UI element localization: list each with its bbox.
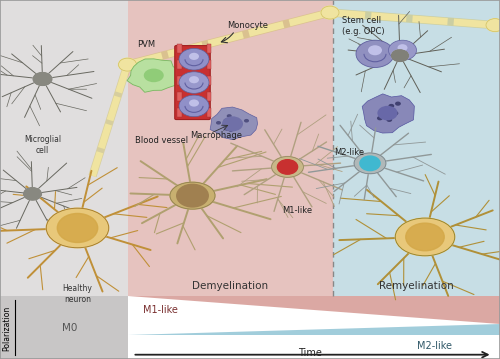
Circle shape [232,117,236,121]
Ellipse shape [144,69,164,82]
Circle shape [216,121,221,125]
Circle shape [118,58,136,71]
Circle shape [226,114,232,118]
Polygon shape [210,107,258,140]
Circle shape [189,76,199,83]
Ellipse shape [170,182,215,209]
Text: M2-like: M2-like [418,341,452,351]
Bar [0,296,128,359]
Circle shape [224,118,228,122]
Text: Monocyte: Monocyte [228,20,268,30]
Polygon shape [128,325,500,335]
Polygon shape [128,296,500,325]
Bar [207,92,212,101]
Text: M1-like: M1-like [282,206,312,215]
Text: Remyelination: Remyelination [379,281,454,291]
Bar [207,60,212,69]
Circle shape [223,123,228,127]
Circle shape [189,99,199,107]
Polygon shape [362,94,414,133]
Text: Blood vessel: Blood vessel [135,136,188,145]
Circle shape [179,95,209,117]
Text: Demyelination: Demyelination [192,281,268,291]
Circle shape [486,19,500,32]
Text: Time: Time [298,348,322,358]
Circle shape [24,188,41,200]
Bar [178,44,182,53]
Circle shape [360,156,380,171]
Circle shape [244,119,249,122]
Ellipse shape [395,218,455,256]
Circle shape [388,104,394,108]
Circle shape [392,111,398,115]
Bar [178,108,182,117]
Circle shape [177,185,208,207]
Text: Stem cell
(e.g. OPC): Stem cell (e.g. OPC) [342,16,385,36]
Text: PVM: PVM [138,40,156,50]
Circle shape [228,128,234,132]
Text: M0: M0 [62,323,78,334]
Circle shape [386,118,392,122]
Ellipse shape [24,188,42,200]
Circle shape [224,127,230,131]
Circle shape [179,48,209,70]
Text: Macrophage: Macrophage [190,131,242,140]
Bar [0,0,128,296]
Circle shape [377,116,383,120]
Text: Microglial
cell: Microglial cell [24,135,61,155]
Bar [178,92,182,101]
Text: Polarization: Polarization [2,306,11,351]
Ellipse shape [46,208,108,248]
Circle shape [395,102,401,106]
Circle shape [34,73,52,85]
Circle shape [392,50,408,61]
Circle shape [58,214,98,242]
Circle shape [189,53,199,60]
Ellipse shape [354,153,386,174]
Ellipse shape [33,73,52,85]
Ellipse shape [272,157,304,177]
Circle shape [179,72,209,93]
FancyBboxPatch shape [175,46,210,120]
Circle shape [388,40,416,60]
Circle shape [278,160,297,174]
Text: M1-like: M1-like [142,305,178,315]
Circle shape [398,44,407,51]
Bar [128,0,332,296]
Bar [207,44,212,53]
Circle shape [222,116,243,131]
Bar [207,76,212,85]
Bar [178,76,182,85]
Bar [332,0,500,296]
Circle shape [378,106,398,120]
Circle shape [390,108,396,112]
Text: Healthy
neuron: Healthy neuron [62,284,92,304]
Bar [128,296,500,359]
Bar [178,60,182,69]
Circle shape [321,6,339,19]
Circle shape [368,45,382,55]
Bar [207,108,212,117]
Circle shape [406,223,444,251]
Polygon shape [127,59,182,92]
Circle shape [356,40,394,67]
Ellipse shape [392,50,408,61]
Circle shape [384,111,390,115]
Text: M2-like: M2-like [334,148,364,157]
